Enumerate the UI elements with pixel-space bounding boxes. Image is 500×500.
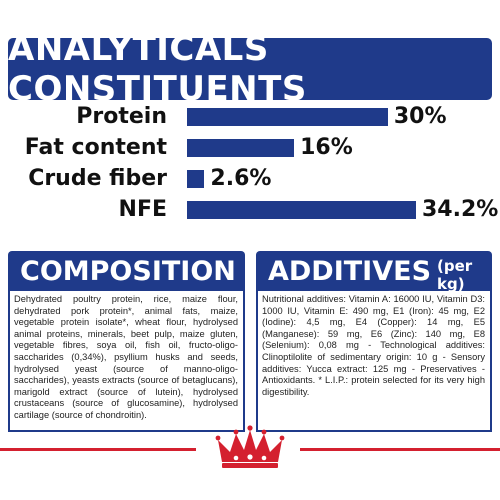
title-banner: ANALYTICALS CONSTITUENTS [8, 29, 492, 109]
composition-panel: Dehydrated poultry protein, rice, maize … [8, 291, 245, 432]
bar-value-label: 16% [300, 135, 353, 160]
footer-line-right [300, 448, 500, 451]
bar [187, 201, 416, 219]
bar [187, 108, 388, 126]
bar-label: Protein [76, 104, 167, 129]
footer-line-left [0, 448, 196, 451]
additives-heading-suffix: (per kg) [437, 257, 473, 293]
bar-value-label: 34.2% [422, 197, 499, 222]
royal-canin-crown-icon [215, 425, 285, 468]
bar [187, 139, 295, 157]
bar [187, 170, 205, 188]
additives-banner: ADDITIVES (per kg) [256, 251, 492, 293]
additives-text: Nutritional additives: Vitamin A: 16000 … [262, 294, 485, 397]
composition-heading: COMPOSITION [20, 255, 236, 287]
bar-label: Crude fiber [28, 166, 167, 191]
bar-value-label: 2.6% [210, 166, 272, 191]
additives-panel: Nutritional additives: Vitamin A: 16000 … [256, 291, 492, 432]
composition-text: Dehydrated poultry protein, rice, maize … [14, 294, 238, 420]
additives-heading: ADDITIVES [268, 255, 432, 287]
composition-banner: COMPOSITION [8, 251, 245, 291]
chart-title: ANALYTICALS CONSTITUENTS [8, 29, 307, 109]
bar-label: Fat content [24, 135, 167, 160]
bar-label: NFE [118, 197, 167, 222]
bar-value-label: 30% [393, 104, 447, 129]
